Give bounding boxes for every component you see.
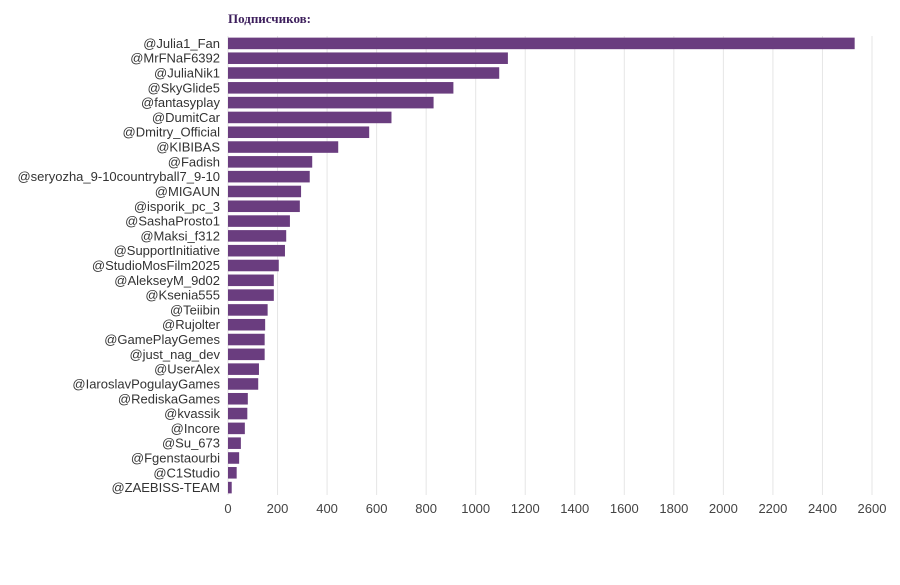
x-tick-label: 0	[224, 501, 231, 516]
x-tick-label: 600	[366, 501, 388, 516]
category-label: @fantasyplay	[141, 95, 220, 110]
bar	[228, 407, 248, 420]
x-tick-label: 2400	[808, 501, 837, 516]
category-label: @Ksenia555	[145, 288, 220, 303]
category-label: @seryozha_9-10countryball7_9-10	[17, 169, 220, 184]
bar	[228, 452, 240, 464]
bar	[228, 333, 265, 346]
category-label: @RediskaGames	[118, 391, 221, 406]
category-label: @SashaProsto1	[125, 214, 220, 229]
category-label: @C1Studio	[153, 465, 220, 480]
category-label: @Su_673	[162, 436, 220, 451]
bar	[228, 259, 279, 272]
category-label: @Incore	[171, 421, 220, 436]
bar	[228, 170, 310, 183]
bar	[228, 348, 265, 361]
bar	[228, 200, 300, 213]
bar	[228, 363, 259, 375]
category-label: @DumitCar	[152, 110, 221, 125]
bar	[228, 126, 370, 139]
bar	[228, 378, 259, 390]
bar	[228, 274, 274, 287]
x-tick-label: 400	[316, 501, 338, 516]
bar	[228, 481, 232, 494]
category-label: @ZAEBISS-TEAM	[111, 480, 220, 495]
category-label: @Maksi_f312	[140, 228, 220, 243]
category-label: @Julia1_Fan	[143, 36, 220, 51]
bar	[228, 230, 287, 242]
bar	[228, 215, 290, 227]
x-tick-label: 1400	[560, 501, 589, 516]
category-label: @Fadish	[168, 154, 220, 169]
x-tick-label: 800	[415, 501, 437, 516]
category-label: @Rujolter	[162, 317, 221, 332]
category-label: @SupportInitiative	[114, 243, 220, 258]
bar	[228, 52, 508, 64]
bar	[228, 67, 500, 79]
x-tick-label: 2600	[858, 501, 887, 516]
x-tick-label: 2000	[709, 501, 738, 516]
category-label: @AlekseyM_9d02	[114, 273, 220, 288]
chart-title: Подписчиков:	[228, 11, 311, 26]
bar	[228, 244, 285, 257]
category-label: @MrFNaF6392	[130, 51, 220, 66]
bars	[228, 37, 855, 494]
category-label: @JuliaNik1	[154, 66, 220, 81]
bar	[228, 467, 237, 479]
bar	[228, 392, 248, 405]
x-tick-label: 1200	[511, 501, 540, 516]
category-label: @Fgenstaourbi	[131, 450, 220, 465]
bar	[228, 111, 392, 124]
category-label: @kvassik	[164, 406, 220, 421]
category-label: @GamePlayGemes	[104, 332, 220, 347]
bar	[228, 437, 241, 449]
bar	[228, 96, 434, 109]
category-label: @just_nag_dev	[129, 347, 220, 362]
bar	[228, 141, 339, 153]
x-tick-label: 1000	[461, 501, 490, 516]
bar	[228, 289, 274, 301]
x-tick-label: 1600	[610, 501, 639, 516]
bar	[228, 304, 268, 316]
bar	[228, 185, 302, 198]
category-label: @SkyGlide5	[148, 80, 220, 95]
x-tick-label: 1800	[659, 501, 688, 516]
bar	[228, 82, 454, 94]
bar	[228, 156, 313, 168]
x-tick-label: 2200	[758, 501, 787, 516]
category-label: @MIGAUN	[155, 184, 220, 199]
category-labels: @Julia1_Fan@MrFNaF6392@JuliaNik1@SkyGlid…	[17, 36, 220, 495]
category-label: @UserAlex	[154, 362, 220, 377]
bar	[228, 318, 266, 331]
bar	[228, 37, 855, 50]
category-label: @Teiibin	[170, 302, 220, 317]
x-tick-label: 200	[267, 501, 289, 516]
gridlines	[227, 36, 873, 495]
category-label: @StudioMosFilm2025	[92, 258, 220, 273]
category-label: @isporik_pc_3	[134, 199, 220, 214]
category-label: @KIBIBAS	[156, 140, 220, 155]
x-axis-ticks: 0 200 400 600 800 1000 1200 1400 1600 1800 2000 220…	[224, 501, 886, 516]
category-label: @Dmitry_Official	[123, 125, 221, 140]
category-label: @IaroslavPogulayGames	[72, 376, 220, 391]
bar	[228, 422, 245, 435]
